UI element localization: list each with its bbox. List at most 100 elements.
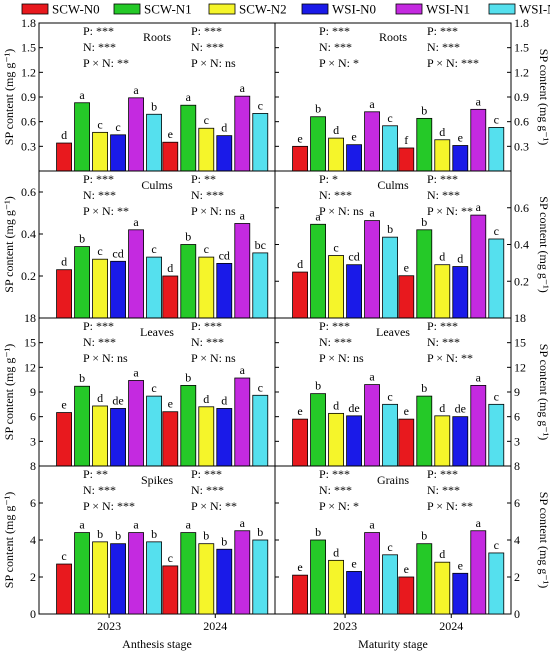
- y-axis-label: SP content (mg g⁻¹): [2, 196, 16, 292]
- significance-letter: d: [221, 121, 227, 135]
- significance-letter: de: [112, 393, 123, 407]
- significance-letter: a: [476, 370, 482, 384]
- bar-scw-n1-2024: [416, 229, 433, 319]
- stat-label: P: ***: [191, 24, 222, 38]
- significance-letter: a: [133, 83, 139, 97]
- significance-letter: c: [151, 381, 156, 395]
- stat-label: N: ***: [191, 483, 224, 497]
- bar-wsi-n0-2024: [216, 408, 233, 467]
- bar-scw-n1-2024: [416, 117, 433, 172]
- stat-label: N: ***: [83, 335, 116, 349]
- bar-scw-n1-2023: [310, 539, 326, 615]
- bar-wsi-n1-2023: [128, 229, 144, 319]
- bar-scw-n2-2024: [198, 127, 215, 172]
- significance-letter: a: [79, 88, 85, 102]
- stat-label: P × N: ns: [319, 204, 364, 218]
- significance-letter: d: [97, 391, 103, 405]
- x-tick-label: 2024: [439, 619, 463, 633]
- bar-wsi-n2-2024: [252, 394, 269, 467]
- legend-swatch: [395, 3, 423, 15]
- significance-letter: a: [315, 209, 321, 223]
- y-tick-label: 1.8: [514, 16, 529, 30]
- panel-spikes-anthesis: 0 2 4 6 8 SP content (mg g⁻¹) Spikes P: ** N: **…: [2, 459, 276, 621]
- significance-letter: e: [351, 130, 356, 144]
- significance-letter: c: [258, 98, 263, 112]
- panel-title: Leaves: [376, 325, 410, 339]
- y-tick-label: 6: [514, 410, 520, 424]
- panel-title: Grains: [377, 473, 409, 487]
- bar-wsi-n2-2023: [382, 125, 398, 172]
- stat-label: N: ***: [191, 40, 224, 54]
- legend-swatch: [208, 3, 236, 15]
- bar-wsi-n2-2023: [146, 395, 162, 467]
- bar-scw-n2-2024: [434, 264, 451, 319]
- significance-letter: b: [257, 525, 263, 539]
- bar-scw-n2-2023: [328, 559, 344, 615]
- significance-letter: c: [494, 389, 499, 403]
- y-axis-label: SP content (mg g⁻¹): [537, 49, 550, 145]
- y-tick-label: 9: [30, 385, 36, 399]
- legend-item-scw-n1: SCW-N1: [113, 2, 192, 17]
- stat-label: P × N: ns: [191, 204, 236, 218]
- bar-scw-n1-2024: [180, 244, 197, 319]
- stat-label: P × N: ***: [427, 56, 479, 70]
- significance-letter: b: [221, 534, 227, 548]
- stat-label: P: ***: [319, 319, 350, 333]
- significance-letter: a: [186, 518, 192, 532]
- stat-label: N: ***: [191, 188, 224, 202]
- significance-letter: c: [387, 389, 392, 403]
- bar-wsi-n2-2023: [146, 256, 162, 319]
- bar-scw-n2-2023: [92, 258, 108, 319]
- stat-label: P × N: ***: [83, 499, 135, 513]
- legend-label: SCW-N2: [239, 2, 287, 17]
- bar-scw-n0-2023: [292, 574, 308, 615]
- stat-label: N: ***: [83, 40, 116, 54]
- stat-label: P: ***: [427, 172, 458, 186]
- legend-label: SCW-N0: [52, 2, 100, 17]
- panel-roots-maturity: 0.3 0.6 0.9 1.2 1.5 1.8 SP content (mg g⁻¹) Roo…: [274, 16, 550, 172]
- significance-letter: e: [351, 556, 356, 570]
- y-tick-label: 0.9: [21, 90, 36, 104]
- bar-wsi-n2-2024: [488, 403, 505, 467]
- y-tick-label: 9: [514, 385, 520, 399]
- significance-letter: a: [240, 516, 246, 530]
- bar-wsi-n2-2023: [382, 554, 398, 615]
- bar-scw-n0-2024: [398, 418, 415, 467]
- bar-wsi-n1-2023: [364, 384, 380, 467]
- y-tick-label: 18: [514, 311, 526, 325]
- stat-label: P: **: [191, 172, 216, 186]
- bar-wsi-n1-2024: [234, 223, 251, 319]
- bar-wsi-n1-2024: [470, 385, 487, 467]
- y-tick-label: 0: [514, 607, 520, 621]
- stat-label: P × N: *: [319, 499, 359, 513]
- significance-letter: c: [494, 538, 499, 552]
- y-tick-label: 0.4: [21, 227, 36, 241]
- stat-label: N: ***: [319, 188, 352, 202]
- bar-wsi-n1-2023: [128, 532, 144, 615]
- bar-wsi-n2-2023: [382, 236, 398, 319]
- stat-label: P: **: [83, 467, 108, 481]
- y-tick-label: 2: [30, 570, 36, 584]
- panel-title: Culms: [141, 178, 173, 192]
- y-tick-label: 0.6: [21, 115, 36, 129]
- significance-letter: c: [61, 549, 66, 563]
- significance-letter: d: [439, 250, 445, 264]
- legend-item-scw-n0: SCW-N0: [21, 2, 100, 17]
- significance-letter: e: [168, 397, 173, 411]
- bar-wsi-n2-2024: [252, 539, 269, 615]
- bar-wsi-n1-2024: [234, 377, 251, 467]
- stat-label: P: ***: [427, 24, 458, 38]
- stat-label: P: ***: [191, 319, 222, 333]
- panel-roots-anthesis: 0.3 0.6 0.9 1.2 1.5 1.8 SP content (mg g⁻¹) Roo…: [2, 16, 276, 172]
- significance-letter: a: [369, 206, 375, 220]
- panel-title: Culms: [377, 178, 409, 192]
- bar-scw-n0-2024: [162, 411, 179, 467]
- bar-scw-n0-2024: [162, 565, 179, 615]
- legend-item-wsi-n1: WSI-N1: [395, 2, 470, 17]
- y-tick-label: 15: [24, 336, 36, 350]
- stat-label: P × N: **: [427, 499, 473, 513]
- bar-scw-n0-2024: [398, 576, 415, 615]
- panels: 0.3 0.6 0.9 1.2 1.5 1.8 SP content (mg g⁻¹) Roo…: [2, 16, 550, 621]
- bar-scw-n1-2024: [180, 385, 197, 467]
- significance-letter: a: [240, 363, 246, 377]
